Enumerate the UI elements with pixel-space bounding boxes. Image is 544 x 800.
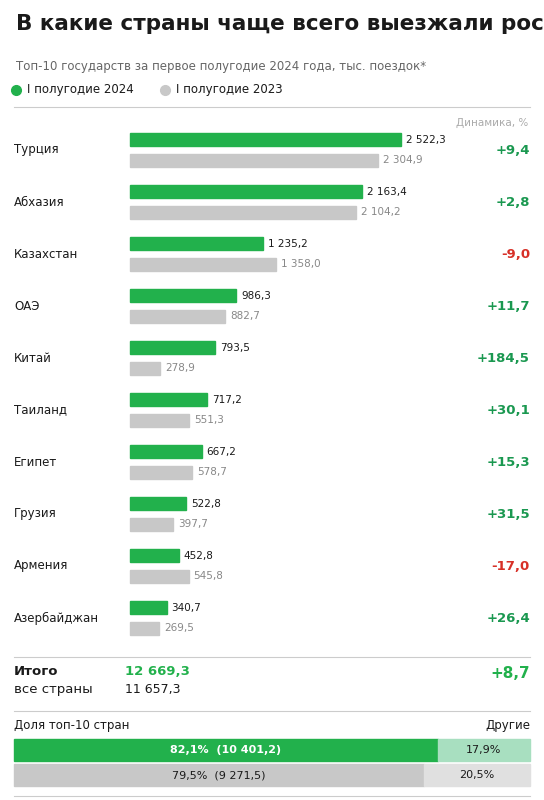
Bar: [130, 601, 166, 614]
Text: 1 235,2: 1 235,2: [268, 238, 307, 249]
Bar: [130, 414, 189, 427]
Text: Китай: Китай: [14, 351, 52, 365]
Text: Таиланд: Таиланд: [14, 403, 67, 417]
Text: 551,3: 551,3: [194, 415, 224, 426]
Text: Египет: Египет: [14, 455, 57, 469]
Bar: [130, 133, 401, 146]
Text: 20,5%: 20,5%: [460, 770, 494, 780]
Text: Другие: Другие: [485, 719, 530, 732]
Text: +11,7: +11,7: [486, 299, 530, 313]
Text: 717,2: 717,2: [212, 394, 242, 405]
Text: I полугодие 2024: I полугодие 2024: [27, 83, 134, 97]
Text: 1 358,0: 1 358,0: [281, 259, 320, 270]
Text: 269,5: 269,5: [164, 623, 194, 634]
Bar: [130, 549, 178, 562]
Text: Казахстан: Казахстан: [14, 247, 78, 261]
Text: 11 657,3: 11 657,3: [125, 683, 181, 696]
Text: ОАЭ: ОАЭ: [14, 299, 39, 313]
Bar: [130, 362, 160, 375]
Text: +9,4: +9,4: [496, 143, 530, 157]
Text: 667,2: 667,2: [207, 446, 237, 457]
Text: +31,5: +31,5: [486, 507, 530, 521]
Text: 882,7: 882,7: [230, 311, 259, 322]
Bar: [130, 310, 225, 323]
Text: 340,7: 340,7: [171, 602, 201, 613]
Bar: [130, 570, 189, 583]
Bar: [130, 622, 159, 635]
Text: 397,7: 397,7: [178, 519, 208, 530]
Text: +15,3: +15,3: [486, 455, 530, 469]
Bar: [14, 764, 424, 786]
Text: 2 522,3: 2 522,3: [406, 134, 446, 145]
Text: 2 163,4: 2 163,4: [367, 186, 407, 197]
Text: Турция: Турция: [14, 143, 59, 157]
Text: 12 669,3: 12 669,3: [125, 665, 190, 678]
Text: 278,9: 278,9: [165, 363, 195, 374]
Text: В какие страны чаще всего выезжали россияне: В какие страны чаще всего выезжали росси…: [16, 14, 544, 34]
Text: все страны: все страны: [14, 683, 92, 696]
Text: 986,3: 986,3: [241, 290, 271, 301]
Text: +2,8: +2,8: [496, 195, 530, 209]
Text: Доля топ-10 стран: Доля топ-10 стран: [14, 719, 129, 732]
Text: 2 304,9: 2 304,9: [382, 155, 422, 166]
Bar: [130, 466, 192, 479]
Bar: [130, 518, 172, 531]
Text: +26,4: +26,4: [486, 611, 530, 625]
Text: +30,1: +30,1: [486, 403, 530, 417]
Text: +8,7: +8,7: [490, 666, 530, 682]
Text: 82,1%  (10 401,2): 82,1% (10 401,2): [170, 745, 281, 755]
Bar: [437, 739, 530, 761]
Text: +184,5: +184,5: [477, 351, 530, 365]
Text: Динамика, %: Динамика, %: [456, 118, 528, 128]
Text: -9,0: -9,0: [501, 247, 530, 261]
Text: 17,9%: 17,9%: [466, 745, 502, 755]
Bar: [130, 185, 362, 198]
Text: 2 104,2: 2 104,2: [361, 207, 400, 218]
Bar: [130, 237, 263, 250]
Bar: [130, 445, 202, 458]
Text: Армения: Армения: [14, 559, 69, 573]
Text: 578,7: 578,7: [197, 467, 227, 478]
Bar: [130, 289, 236, 302]
Bar: [130, 393, 207, 406]
Bar: [14, 739, 437, 761]
Text: 545,8: 545,8: [194, 571, 224, 582]
Text: Азербайджан: Азербайджан: [14, 611, 99, 625]
Text: -17,0: -17,0: [492, 559, 530, 573]
Bar: [130, 497, 186, 510]
Text: 522,8: 522,8: [191, 498, 221, 509]
Text: Грузия: Грузия: [14, 507, 57, 521]
Bar: [130, 258, 276, 271]
Text: I полугодие 2023: I полугодие 2023: [176, 83, 283, 97]
Bar: [130, 154, 378, 167]
Text: 793,5: 793,5: [220, 342, 250, 353]
Bar: [130, 341, 215, 354]
Text: 452,8: 452,8: [184, 550, 213, 561]
Text: 79,5%  (9 271,5): 79,5% (9 271,5): [172, 770, 266, 780]
Text: Топ-10 государств за первое полугодие 2024 года, тыс. поездок*: Топ-10 государств за первое полугодие 20…: [16, 60, 426, 73]
Bar: [130, 206, 356, 219]
Text: Абхазия: Абхазия: [14, 195, 65, 209]
Text: Итого: Итого: [14, 665, 59, 678]
Bar: [424, 764, 530, 786]
